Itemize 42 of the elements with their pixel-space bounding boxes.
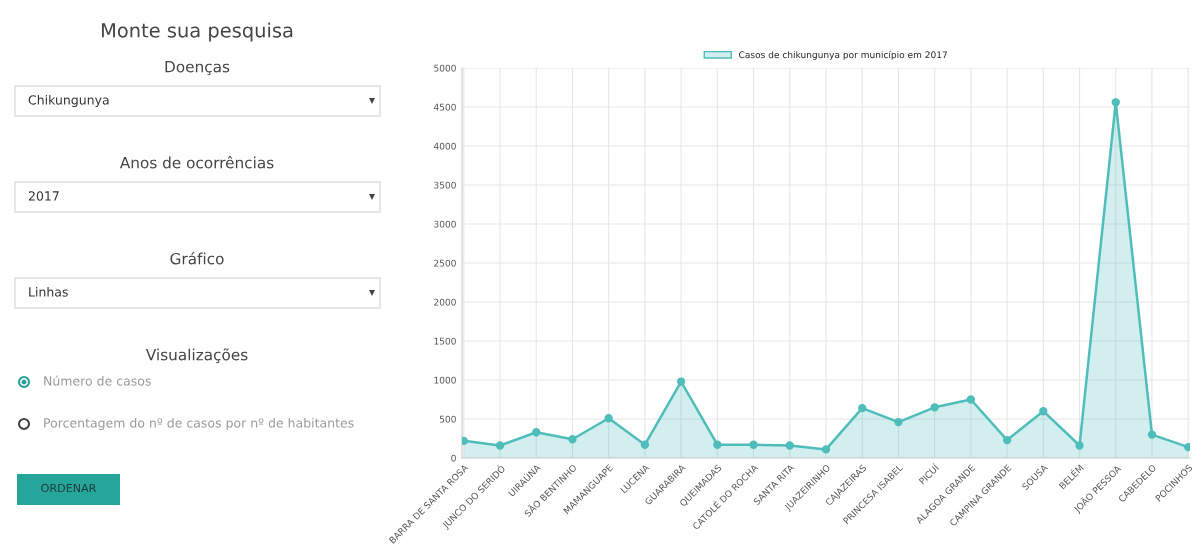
point: [604, 414, 613, 423]
point: [858, 403, 867, 413]
point: [676, 377, 686, 386]
point: [785, 441, 794, 450]
point: [568, 435, 577, 444]
point: [1039, 407, 1048, 416]
point: [713, 440, 722, 449]
legend-label: Casos de chikungunya por município em 2017: [739, 50, 947, 60]
y-tick-label: 2500: [434, 259, 456, 267]
point: [1147, 430, 1157, 439]
y-tick-label: 2000: [434, 298, 456, 306]
y-tick-label: 500: [439, 415, 456, 423]
text: Anos de ocorrências: [119, 156, 274, 169]
point: [495, 441, 505, 450]
text: 2017: [28, 191, 59, 201]
y-tick-label: 1500: [434, 337, 456, 345]
text: Visualizações: [145, 348, 248, 364]
text: ORDENAR: [41, 483, 97, 493]
point: [532, 428, 541, 437]
text: Monte sua pesquisa: [101, 22, 293, 42]
point: [749, 440, 758, 449]
point: [1075, 441, 1084, 450]
y-tick-label: 3500: [434, 181, 456, 189]
point: [1002, 435, 1012, 445]
point: [640, 440, 650, 449]
text: Doenças: [165, 61, 230, 76]
text: Chikungunya: [28, 94, 109, 108]
text: Gráfico: [170, 252, 224, 265]
point: [966, 395, 976, 404]
point: [894, 417, 903, 427]
y-tick-label: 4000: [433, 142, 456, 150]
point: [1111, 98, 1120, 107]
y-tick-label: 0: [451, 454, 456, 462]
text: Porcentagem do nº de casos por nº de habitantes: [44, 417, 354, 431]
point: [821, 445, 831, 454]
text: Linhas: [29, 286, 68, 297]
y-tick-label: 1000: [434, 376, 456, 384]
text: Número de casos: [44, 375, 151, 386]
y-tick-label: 3000: [434, 220, 456, 228]
y-tick-label: 5000: [434, 64, 456, 72]
point: [930, 403, 939, 412]
y-tick-label: 4500: [433, 103, 456, 111]
